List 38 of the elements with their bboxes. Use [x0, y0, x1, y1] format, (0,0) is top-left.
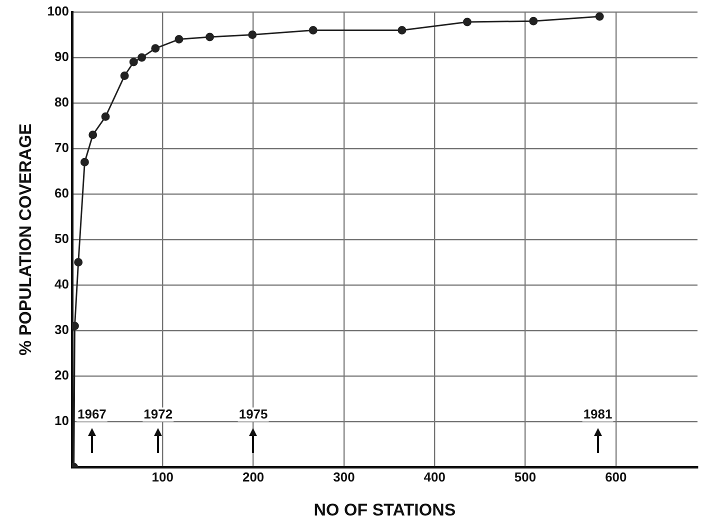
y-tick-label: 30 — [54, 322, 69, 338]
point — [101, 112, 110, 121]
annotation: 1972 — [144, 406, 173, 422]
annotation: 1981 — [583, 406, 612, 422]
point — [88, 130, 98, 140]
point — [206, 32, 214, 42]
y-tick-label: 20 — [54, 368, 69, 383]
y-tick-label: 60 — [54, 186, 69, 201]
x-tick-label: 500 — [514, 469, 536, 484]
y-tick-label: 50 — [54, 231, 69, 246]
point — [74, 258, 83, 266]
point — [595, 12, 604, 21]
x-tick-label: 200 — [242, 469, 264, 484]
y-axis-title: % POPULATION COVERAGE — [16, 123, 35, 356]
point — [529, 16, 538, 26]
point — [308, 26, 318, 34]
point — [80, 158, 89, 166]
annotation: 1967 — [77, 406, 106, 422]
y-tick-label: 100 — [47, 4, 69, 19]
y-tick-label: 40 — [54, 276, 69, 292]
x-tick-label: 400 — [424, 469, 446, 484]
y-tick-label: 90 — [54, 49, 69, 64]
point — [138, 53, 146, 62]
point — [248, 30, 257, 39]
y-tick-label: 10 — [54, 413, 69, 428]
x-axis-title: NO OF STATIONS — [314, 500, 456, 520]
point — [151, 44, 160, 53]
point — [129, 58, 138, 66]
annotation: 1975 — [238, 406, 268, 422]
y-tick-label: 80 — [54, 94, 69, 110]
x-tick-label: 600 — [605, 469, 627, 484]
x-tick-label: 300 — [333, 469, 355, 484]
y-tick-label: 70 — [54, 140, 69, 156]
x-tick-label: 100 — [152, 469, 174, 484]
point — [174, 35, 184, 44]
point — [398, 26, 406, 34]
point — [120, 71, 129, 80]
point — [462, 18, 472, 26]
